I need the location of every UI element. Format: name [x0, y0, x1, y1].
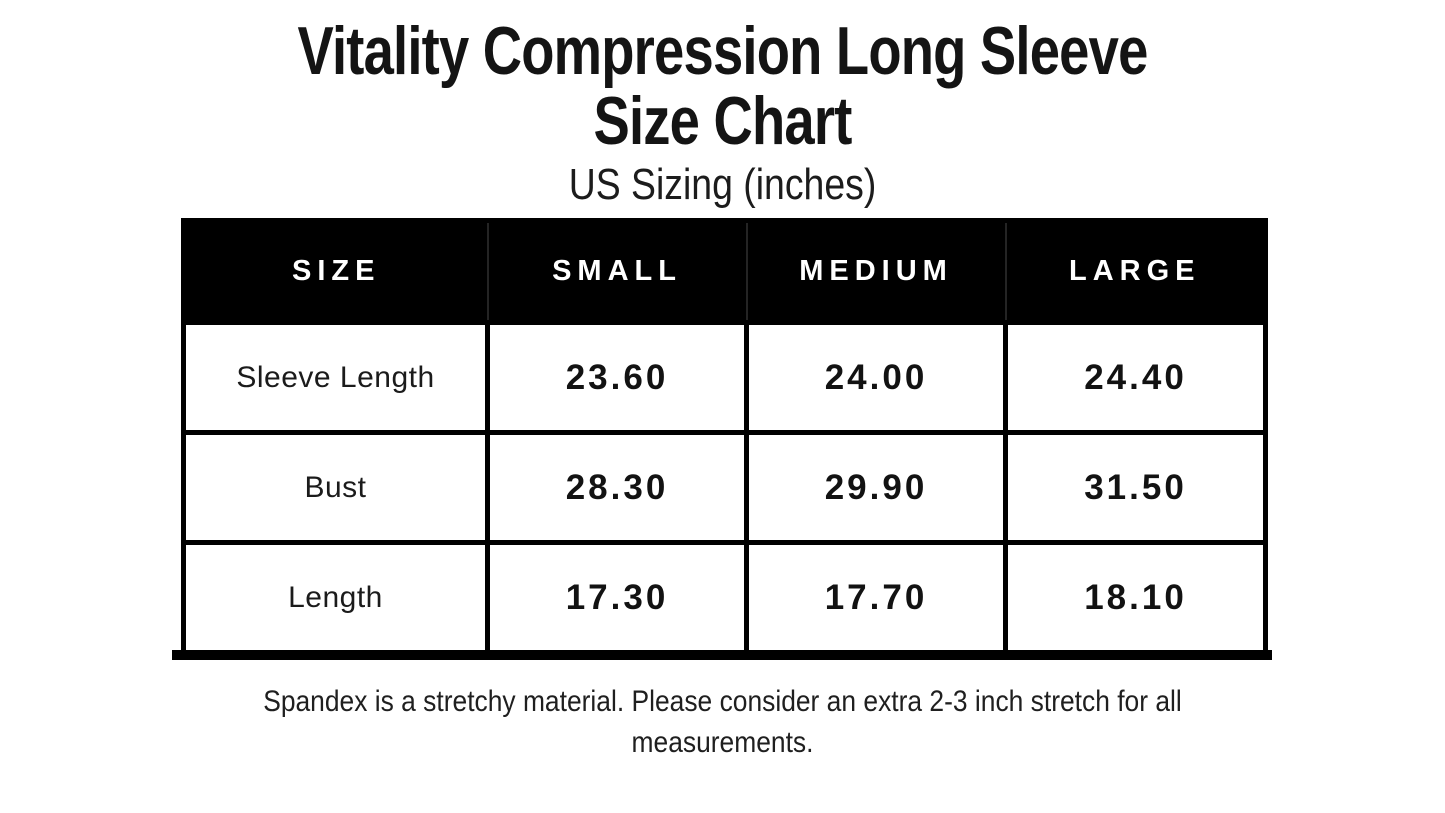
footer-line-2: measurements. [631, 726, 814, 759]
table-row: Length 17.30 17.70 18.10 [181, 540, 1268, 655]
page-heading: Vitality Compression Long Sleeve Size Ch… [0, 16, 1445, 208]
size-value: 18.10 [1003, 540, 1268, 655]
title-line-1: Vitality Compression Long Sleeve [297, 13, 1148, 89]
table-header-row: SIZE SMALL MEDIUM LARGE [183, 220, 1266, 323]
title-line-2: Size Chart [593, 83, 852, 159]
table-row: Sleeve Length 23.60 24.00 24.40 [181, 320, 1268, 435]
column-header-large: LARGE [1004, 220, 1266, 323]
footer-note: Spandex is a stretchy material. Please c… [0, 681, 1445, 763]
table-row: Bust 28.30 29.90 31.50 [181, 430, 1268, 545]
column-header-small: SMALL [486, 220, 747, 323]
table-bottom-bar [172, 650, 1272, 660]
row-label-bust: Bust [181, 430, 490, 545]
size-value: 29.90 [744, 430, 1008, 545]
size-value: 17.70 [744, 540, 1008, 655]
column-header-medium: MEDIUM [745, 220, 1006, 323]
size-table-container: SIZE SMALL MEDIUM LARGE Sleeve Length 23… [172, 218, 1272, 660]
row-label-sleeve-length: Sleeve Length [181, 320, 490, 435]
footer-line-1: Spandex is a stretchy material. Please c… [263, 685, 1182, 718]
size-value: 24.40 [1003, 320, 1268, 435]
size-value: 23.60 [485, 320, 749, 435]
page-title: Vitality Compression Long Sleeve Size Ch… [0, 16, 1445, 156]
size-value: 24.00 [744, 320, 1008, 435]
column-header-size: SIZE [292, 255, 381, 287]
page-subtitle: US Sizing (inches) [568, 160, 877, 209]
size-table: SIZE SMALL MEDIUM LARGE Sleeve Length 23… [181, 218, 1268, 655]
size-value: 28.30 [485, 430, 749, 545]
size-value: 17.30 [485, 540, 749, 655]
row-label-length: Length [181, 540, 490, 655]
size-value: 31.50 [1003, 430, 1268, 545]
